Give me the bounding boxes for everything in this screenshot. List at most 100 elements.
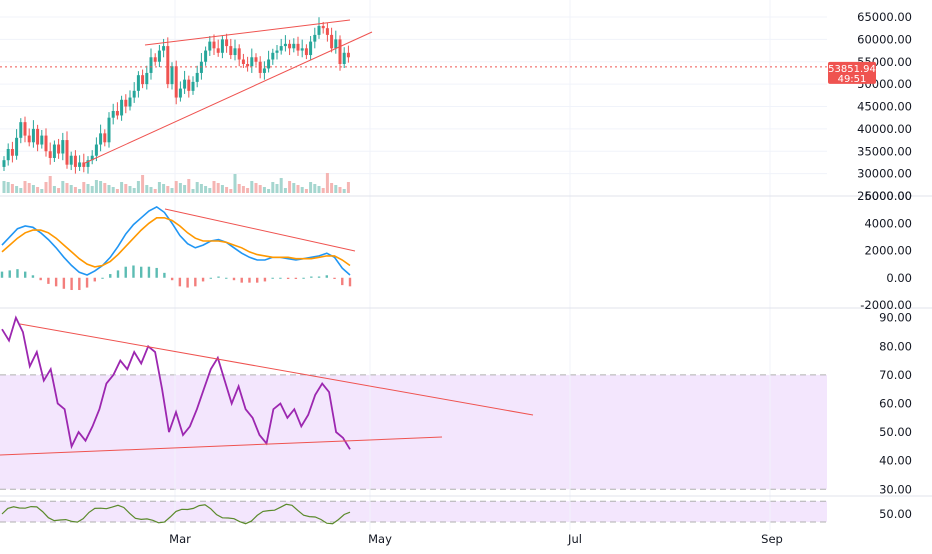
macd-tick-label: -2000.00: [860, 298, 912, 312]
candle-body: [128, 97, 132, 107]
volume-bar: [174, 181, 178, 193]
candle-body: [187, 79, 191, 91]
volume-bar: [288, 181, 292, 193]
volume-bar: [128, 186, 132, 193]
macd-histogram-bar: [47, 277, 50, 284]
candle-body: [36, 128, 40, 145]
volume-bars: [2, 173, 350, 193]
macd-histogram-bar: [70, 277, 73, 291]
candle-body: [338, 39, 342, 64]
volume-bar: [292, 183, 296, 193]
volume-bar: [187, 179, 191, 193]
macd-histogram-bar: [209, 277, 212, 279]
candle-body: [153, 57, 157, 62]
candle-body: [65, 140, 69, 165]
candle-body: [334, 39, 338, 49]
volume-bar: [157, 182, 161, 193]
time-tick-label: Jul: [567, 532, 582, 546]
volume-bar: [124, 184, 128, 193]
time-axis[interactable]: Mar May Jul Sep: [169, 532, 783, 546]
macd-histogram-bar: [341, 277, 344, 286]
candle-body: [157, 50, 161, 62]
volume-bar: [19, 188, 23, 193]
volume-bar: [61, 181, 65, 193]
candle-body: [342, 52, 346, 64]
candle-body: [250, 57, 254, 67]
candle-body: [267, 59, 271, 69]
macd-histogram-bar: [279, 277, 282, 279]
volume-bar: [132, 188, 136, 193]
volume-bar: [162, 184, 166, 193]
volume-bar: [86, 184, 90, 193]
volume-bar: [317, 186, 321, 193]
volume-bar: [208, 188, 212, 193]
volume-bar: [216, 183, 220, 193]
macd-line: [1, 205, 351, 276]
volume-bar: [246, 188, 250, 193]
candle-body: [309, 41, 313, 56]
rsi-line: [1, 315, 351, 450]
candle-body: [317, 25, 321, 35]
macd-histogram-bar: [232, 277, 236, 281]
candle-body: [111, 110, 115, 118]
volume-bar: [233, 174, 237, 193]
candle-body: [330, 34, 334, 49]
macd-histogram-bar: [85, 277, 89, 288]
volume-bar: [82, 182, 86, 193]
macd-histogram-bar: [217, 276, 220, 278]
candle-body: [220, 39, 224, 53]
macd-histogram-bar: [62, 277, 66, 289]
volume-bar: [23, 181, 27, 193]
macd-histogram-bar: [39, 277, 42, 281]
macd-histogram-bar: [286, 277, 290, 279]
candle-body: [166, 46, 170, 85]
volume-bar: [78, 189, 82, 193]
macd-tick-label: 6000.00: [864, 189, 912, 203]
volume-bar: [346, 182, 350, 193]
volume-bar: [15, 186, 19, 193]
candle-body: [325, 28, 329, 35]
candle-body: [292, 43, 296, 49]
volume-bar: [120, 182, 124, 193]
macd-histogram-bar: [263, 277, 267, 282]
volume-bar: [6, 182, 10, 193]
volume-bar: [237, 184, 241, 193]
volume-bar: [262, 187, 266, 193]
volume-bar: [279, 178, 283, 193]
trendline-3: [19, 323, 534, 416]
candle-body: [136, 75, 140, 91]
candle-body: [346, 52, 350, 58]
stoch-line: [1, 503, 351, 525]
volume-bar: [250, 181, 254, 193]
candle-body: [40, 135, 44, 145]
volume-bar: [94, 180, 98, 193]
candle-body: [178, 88, 182, 98]
candle-body: [145, 72, 149, 85]
candle-body: [2, 160, 6, 167]
macd-histogram-bar: [248, 277, 251, 283]
candle-body: [271, 52, 275, 60]
candle-body: [69, 155, 73, 165]
volume-bar: [321, 188, 325, 193]
volume-bar: [309, 182, 313, 193]
macd-tick-label: 4000.00: [864, 216, 912, 230]
price-axis[interactable]: 65000.0060000.0055000.0050000.0045000.00…: [857, 10, 912, 521]
last-price-badge: 53851.94 49:51: [828, 61, 876, 85]
candle-body: [48, 151, 52, 158]
candle-body: [204, 50, 208, 62]
macd-histogram-bar: [294, 277, 298, 279]
candle-body: [237, 48, 241, 60]
rsi-tick-label: 60.00: [879, 397, 912, 411]
candle-body: [6, 149, 10, 161]
rsi-tick-label: 90.00: [879, 311, 912, 325]
trendlines[interactable]: [0, 19, 534, 456]
candle-body: [300, 48, 304, 51]
volume-bar: [136, 181, 140, 193]
macd-histogram-bar: [348, 277, 352, 287]
macd-tick-label: 0.00: [886, 271, 912, 285]
candle-body: [275, 50, 279, 53]
volume-bar: [304, 189, 308, 193]
volume-bar: [204, 186, 208, 193]
